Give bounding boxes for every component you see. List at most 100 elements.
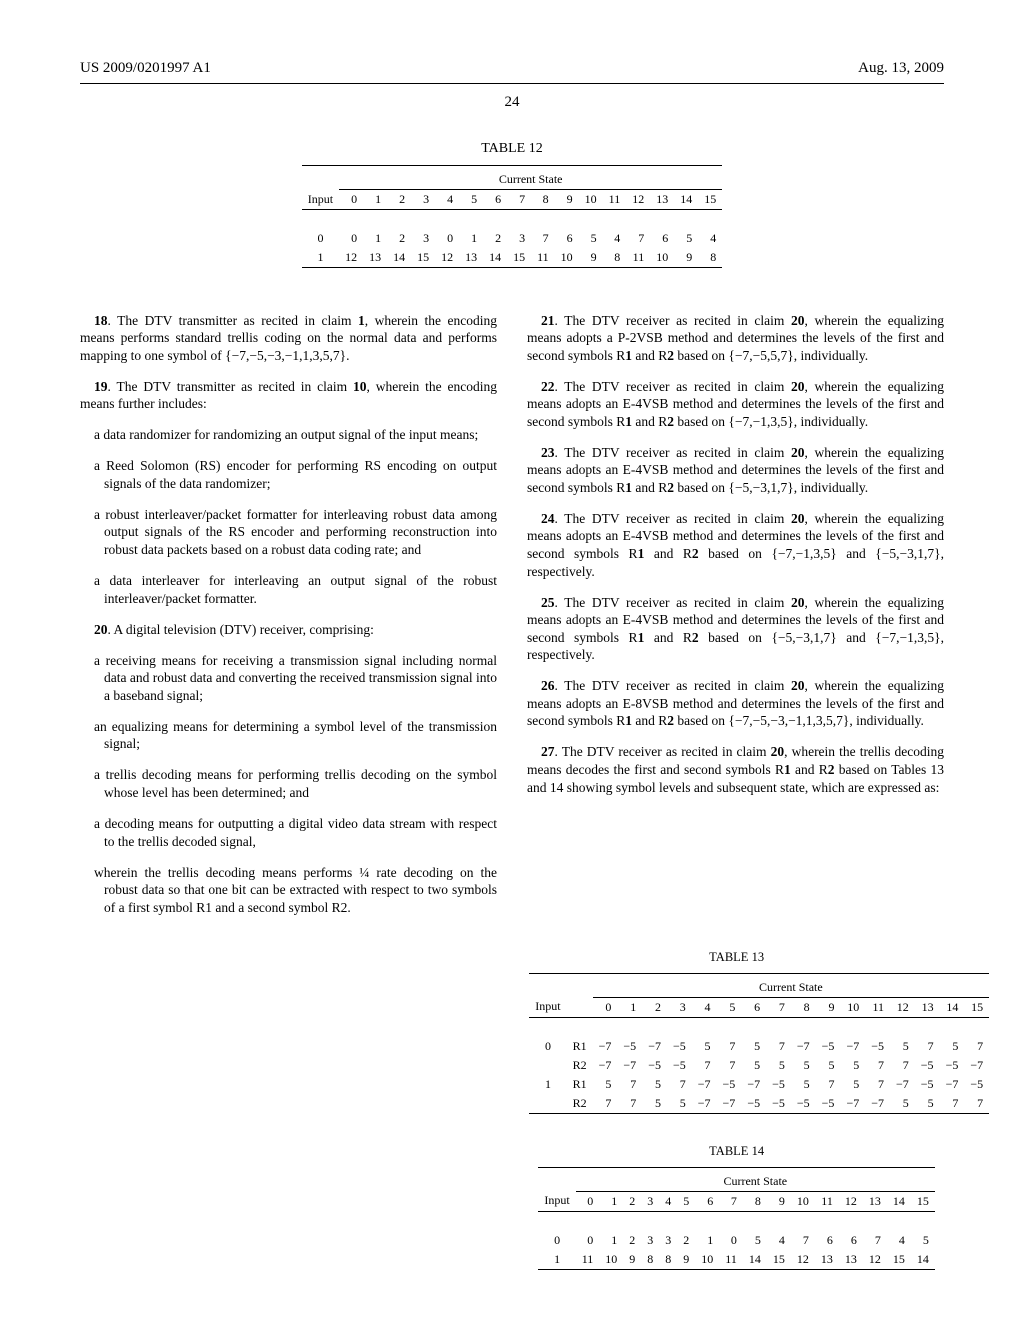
- table-cell: 2: [623, 1231, 641, 1250]
- table-col-header: 7: [507, 190, 531, 210]
- table-cell: 5: [692, 1037, 717, 1056]
- table-cell: 7: [865, 1075, 890, 1094]
- table-row-label: 0: [529, 1037, 566, 1056]
- table-cell: −5: [642, 1056, 667, 1075]
- table-cell: 0: [339, 229, 363, 248]
- table-col-header: 6: [695, 1191, 719, 1211]
- table-cell: 7: [617, 1094, 642, 1114]
- table-cell: 5: [741, 1037, 766, 1056]
- table-cell: 3: [659, 1231, 677, 1250]
- table-cell: 1: [459, 229, 483, 248]
- claim-subitem: a receiving means for receiving a transm…: [104, 652, 497, 705]
- claim: 25. The DTV receiver as recited in claim…: [527, 594, 944, 664]
- table-cell: 7: [667, 1075, 692, 1094]
- claim-subitem: a data interleaver for interleaving an o…: [104, 572, 497, 607]
- table-cell: 7: [593, 1094, 618, 1114]
- claim: 22. The DTV receiver as recited in claim…: [527, 378, 944, 431]
- table-cell: 3: [507, 229, 531, 248]
- table-col-header: 7: [719, 1191, 743, 1211]
- table-col-header: 3: [641, 1191, 659, 1211]
- table-col-header: 1: [599, 1191, 623, 1211]
- table14: Current StateInput0123456789101112131415…: [538, 1167, 934, 1270]
- table-cell: 7: [940, 1094, 965, 1114]
- table-col-header: 11: [603, 190, 627, 210]
- table-col-header: 2: [623, 1191, 641, 1211]
- table-cell: 4: [887, 1231, 911, 1250]
- claim: 23. The DTV receiver as recited in claim…: [527, 444, 944, 497]
- table-col-header: 13: [650, 190, 674, 210]
- table-cell: −5: [717, 1075, 742, 1094]
- table-cell: 5: [642, 1075, 667, 1094]
- table-cell: 7: [964, 1037, 989, 1056]
- table-cell: 15: [767, 1250, 791, 1270]
- table-row-label: 1: [538, 1250, 575, 1270]
- table-cell: −5: [915, 1056, 940, 1075]
- table-cell: −7: [717, 1094, 742, 1114]
- table-cell: −5: [791, 1094, 816, 1114]
- table-row-sublabel: R1: [567, 1075, 593, 1094]
- pub-date: Aug. 13, 2009: [858, 60, 944, 77]
- table-cell: −7: [840, 1037, 865, 1056]
- table-cell: 15: [887, 1250, 911, 1270]
- table-cell: 7: [717, 1037, 742, 1056]
- table-cell: 11: [576, 1250, 600, 1270]
- table-col-header: 13: [863, 1191, 887, 1211]
- claim: 19. The DTV transmitter as recited in cl…: [80, 378, 497, 413]
- table-cell: 7: [865, 1056, 890, 1075]
- table-cell: 13: [815, 1250, 839, 1270]
- claim-subitem: a Reed Solomon (RS) encoder for performi…: [104, 457, 497, 492]
- table-cell: 0: [576, 1231, 600, 1250]
- table-cell: 14: [387, 248, 411, 268]
- header: US 2009/0201997 A1 Aug. 13, 2009: [80, 60, 944, 77]
- table-cell: 9: [623, 1250, 641, 1270]
- table-cell: −5: [816, 1094, 841, 1114]
- table-super-header: Current State: [339, 170, 722, 190]
- table-cell: 4: [698, 229, 722, 248]
- table-col-header: 8: [531, 190, 555, 210]
- table-cell: −7: [964, 1056, 989, 1075]
- table-cell: −7: [940, 1075, 965, 1094]
- table14-wrap: TABLE 14 Current StateInput0123456789101…: [529, 1144, 944, 1270]
- page: US 2009/0201997 A1 Aug. 13, 2009 24 TABL…: [0, 0, 1024, 1340]
- table-col-header: 8: [743, 1191, 767, 1211]
- table-col-header: 14: [674, 190, 698, 210]
- table-cell: 4: [603, 229, 627, 248]
- column-right: 21. The DTV receiver as recited in claim…: [527, 298, 944, 930]
- table-cell: 0: [719, 1231, 743, 1250]
- table-col-header: 5: [677, 1191, 695, 1211]
- page-number: 24: [80, 94, 944, 111]
- claim-subitem: a trellis decoding means for performing …: [104, 766, 497, 801]
- table-cell: 15: [507, 248, 531, 268]
- table-cell: 1: [695, 1231, 719, 1250]
- table-cell: 2: [677, 1231, 695, 1250]
- table-cell: 12: [791, 1250, 815, 1270]
- table-col-header: 11: [865, 997, 890, 1017]
- table-col-header: 10: [840, 997, 865, 1017]
- table-cell: −7: [741, 1075, 766, 1094]
- table-cell: 5: [674, 229, 698, 248]
- table-cell: 8: [603, 248, 627, 268]
- table-cell: 9: [579, 248, 603, 268]
- table-col-header: 7: [766, 997, 791, 1017]
- table14-caption: TABLE 14: [529, 1144, 944, 1159]
- table-row-label: [529, 1094, 566, 1114]
- table-super-header: Current State: [593, 978, 990, 998]
- table-cell: 7: [617, 1075, 642, 1094]
- table-cell: 7: [791, 1231, 815, 1250]
- table-col-header: 15: [911, 1191, 935, 1211]
- table-col-header: 12: [890, 997, 915, 1017]
- table-cell: −5: [964, 1075, 989, 1094]
- table-col-header: 14: [940, 997, 965, 1017]
- claim: 18. The DTV transmitter as recited in cl…: [80, 312, 497, 365]
- table13-wrap: TABLE 13 Current StateInput0123456789101…: [529, 950, 944, 1114]
- table-cell: 6: [555, 229, 579, 248]
- table-row-label: 0: [538, 1231, 575, 1250]
- table-col-header: 10: [579, 190, 603, 210]
- table-cell: 5: [890, 1037, 915, 1056]
- table-cell: 7: [915, 1037, 940, 1056]
- table-cell: 5: [840, 1075, 865, 1094]
- table-cell: 8: [698, 248, 722, 268]
- table-col-header: 8: [791, 997, 816, 1017]
- table-cell: 14: [743, 1250, 767, 1270]
- tables-right-block: TABLE 13 Current StateInput0123456789101…: [529, 950, 944, 1270]
